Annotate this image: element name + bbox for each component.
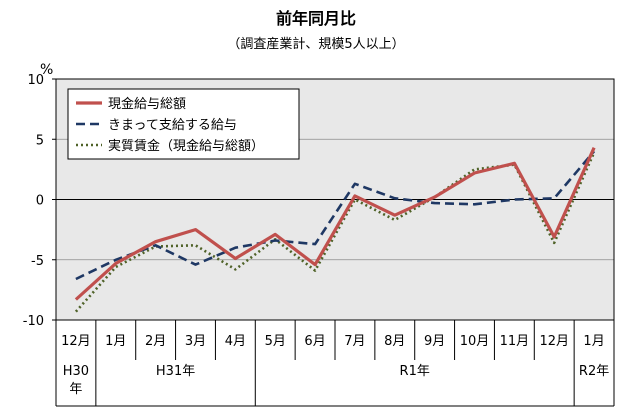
y-tick-label: -5 <box>31 254 44 269</box>
chart-subtitle: （調査産業計、規模5人以上） <box>227 36 404 52</box>
chart-title: 前年同月比 <box>276 9 356 28</box>
year-group-label: H31年 <box>156 364 195 379</box>
x-tick-label: 12月 <box>539 334 569 349</box>
y-tick-label: -10 <box>23 314 44 329</box>
legend-box <box>67 88 300 160</box>
x-tick-label: 11月 <box>500 334 530 349</box>
y-tick-label: 0 <box>36 194 44 209</box>
series-line-1 <box>75 150 596 281</box>
x-tick-label: 8月 <box>384 334 405 349</box>
series-line-0 <box>74 147 596 301</box>
x-tick-label: 10月 <box>460 334 490 349</box>
x-tick-label: 7月 <box>344 334 365 349</box>
x-tick-label: 5月 <box>265 334 286 349</box>
x-tick-label: 1月 <box>583 334 604 349</box>
x-tick-label: 4月 <box>225 334 246 349</box>
x-tick-label: 1月 <box>105 334 126 349</box>
y-axis-unit: % <box>40 62 53 78</box>
year-group-label: R2年 <box>579 364 609 379</box>
x-tick-label: 9月 <box>424 334 445 349</box>
x-tick-label: 2月 <box>145 334 166 349</box>
year-group-label: H30 年 <box>63 364 89 397</box>
year-group-label: R1年 <box>400 364 430 379</box>
legend-label: 現金給与総額 <box>108 96 186 112</box>
legend-label: 実質賃金（現金給与総額） <box>108 138 264 154</box>
y-tick-label: 10 <box>27 73 44 88</box>
legend-label: きまって支給する給与 <box>108 118 237 133</box>
y-tick-label: 5 <box>36 133 44 148</box>
x-tick-label: 6月 <box>304 334 325 349</box>
x-tick-label: 3月 <box>185 334 206 349</box>
x-tick-label: 12月 <box>61 334 91 349</box>
